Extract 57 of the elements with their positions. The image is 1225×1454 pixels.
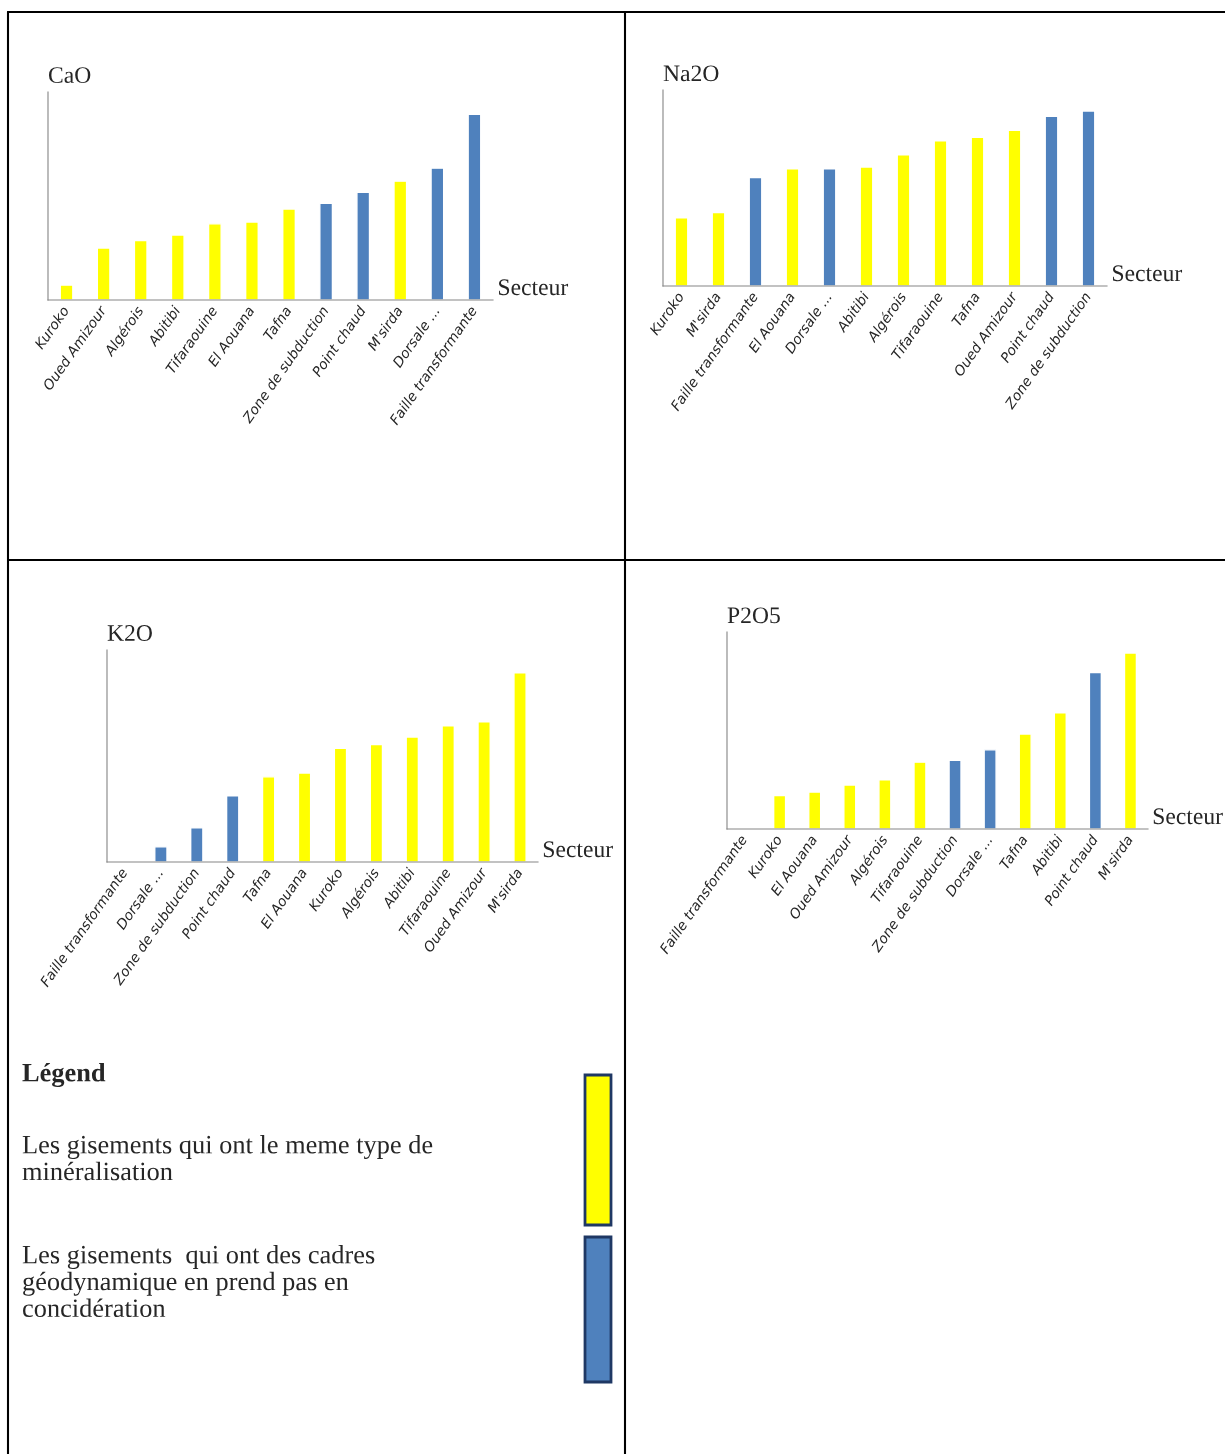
bar	[772, 794, 787, 829]
bar	[369, 743, 384, 862]
bar	[948, 759, 962, 829]
bar	[441, 725, 456, 862]
bar	[1018, 733, 1032, 829]
bar	[513, 672, 527, 862]
chart-title: K2O	[107, 625, 152, 641]
bar	[261, 776, 276, 862]
text: Les gisements qui ont le meme type de minéralisation	[22, 1135, 433, 1181]
chart-title: Na2O	[663, 65, 719, 82]
bar	[154, 846, 168, 862]
bar	[225, 795, 240, 862]
bar	[983, 749, 997, 829]
chart-title: CaO	[48, 67, 91, 84]
bar	[913, 761, 927, 829]
chart-title: P2O5	[727, 607, 780, 624]
bar	[970, 136, 985, 286]
bar	[843, 784, 857, 829]
x-axis-title: Secteur	[499, 279, 569, 296]
bar	[170, 234, 185, 300]
bar	[477, 721, 491, 862]
bar	[878, 779, 892, 829]
x-axis-title: Secteur	[1153, 808, 1223, 825]
bar	[785, 168, 800, 286]
bar	[59, 284, 74, 300]
bar	[282, 208, 297, 300]
bar	[933, 140, 948, 286]
bar	[405, 736, 420, 862]
bar	[333, 747, 348, 862]
bar	[356, 191, 371, 300]
bar	[319, 202, 334, 300]
bar	[207, 223, 222, 300]
x-axis-title: Secteur	[543, 841, 613, 858]
bar	[1044, 115, 1059, 286]
bar	[1007, 129, 1022, 286]
bar	[189, 827, 204, 862]
bar	[96, 247, 111, 300]
bar	[896, 154, 911, 286]
bar	[1053, 712, 1067, 829]
bar	[133, 239, 148, 300]
bar	[430, 167, 445, 300]
bar	[393, 180, 408, 300]
bar	[711, 211, 726, 286]
bar	[808, 791, 822, 829]
bar	[859, 166, 874, 286]
text: Les gisements qui ont des cadres géodynamique en prend pas en concidération	[22, 1245, 375, 1318]
bar	[1081, 110, 1096, 286]
bar	[1088, 671, 1103, 829]
bar	[822, 168, 837, 286]
bar	[467, 113, 482, 300]
bar	[674, 217, 689, 286]
text: Légend	[22, 1062, 106, 1088]
bar	[1123, 652, 1138, 829]
bar	[244, 221, 259, 300]
bar	[748, 176, 763, 286]
x-axis-title: Secteur	[1113, 265, 1183, 282]
bar	[297, 772, 312, 862]
